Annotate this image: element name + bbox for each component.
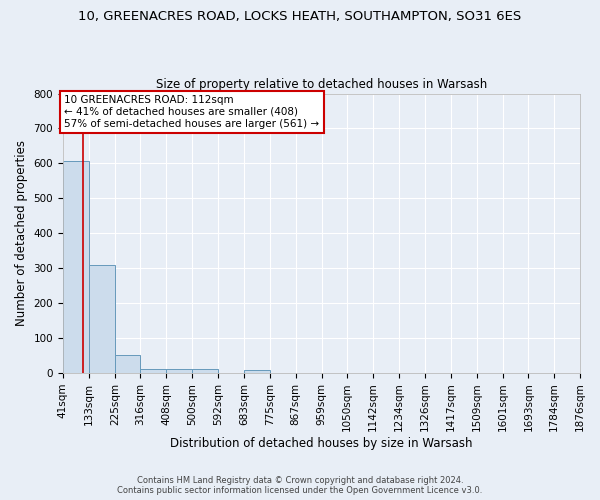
Text: 10, GREENACRES ROAD, LOCKS HEATH, SOUTHAMPTON, SO31 6ES: 10, GREENACRES ROAD, LOCKS HEATH, SOUTHA… — [79, 10, 521, 23]
Bar — [166, 369, 192, 373]
Y-axis label: Number of detached properties: Number of detached properties — [15, 140, 28, 326]
Bar — [140, 370, 166, 373]
Bar — [115, 355, 140, 373]
Text: Contains HM Land Registry data © Crown copyright and database right 2024.
Contai: Contains HM Land Registry data © Crown c… — [118, 476, 482, 495]
X-axis label: Distribution of detached houses by size in Warsash: Distribution of detached houses by size … — [170, 437, 473, 450]
Title: Size of property relative to detached houses in Warsash: Size of property relative to detached ho… — [156, 78, 487, 91]
Bar — [89, 264, 115, 373]
Text: 10 GREENACRES ROAD: 112sqm
← 41% of detached houses are smaller (408)
57% of sem: 10 GREENACRES ROAD: 112sqm ← 41% of deta… — [64, 96, 319, 128]
Bar — [244, 370, 270, 373]
Bar — [192, 369, 218, 373]
Bar — [63, 160, 89, 373]
